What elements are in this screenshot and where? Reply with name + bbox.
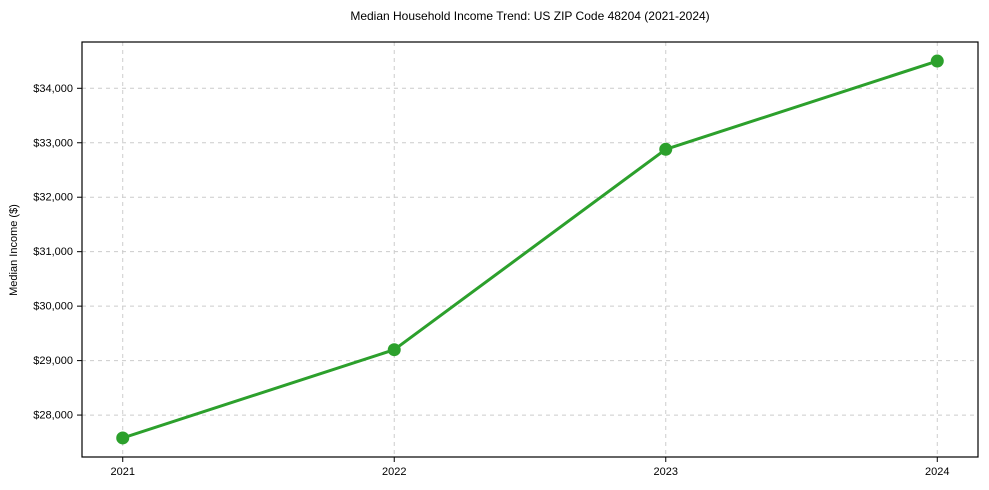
axes-spines bbox=[81, 41, 979, 458]
x-tick-label: 2021 bbox=[110, 466, 134, 478]
data-point-2023 bbox=[659, 142, 673, 156]
y-tick-label: $33,000 bbox=[33, 137, 73, 149]
chart-title: Median Household Income Trend: US ZIP Co… bbox=[350, 9, 710, 23]
x-tick-label: 2022 bbox=[382, 466, 406, 478]
x-tick-label: 2023 bbox=[654, 466, 678, 478]
y-tick-label: $30,000 bbox=[33, 301, 73, 313]
x-tick-label: 2024 bbox=[925, 466, 949, 478]
income-trend-line bbox=[121, 59, 939, 440]
y-tick-label: $29,000 bbox=[33, 355, 73, 367]
data-point-2024 bbox=[930, 54, 944, 68]
y-tick-label: $28,000 bbox=[33, 410, 73, 422]
data-point-2021 bbox=[116, 431, 130, 445]
y-tick-label: $32,000 bbox=[33, 192, 73, 204]
y-tick-label: $34,000 bbox=[33, 83, 73, 95]
y-tick-label: $31,000 bbox=[33, 246, 73, 258]
data-point-2022 bbox=[387, 343, 401, 357]
